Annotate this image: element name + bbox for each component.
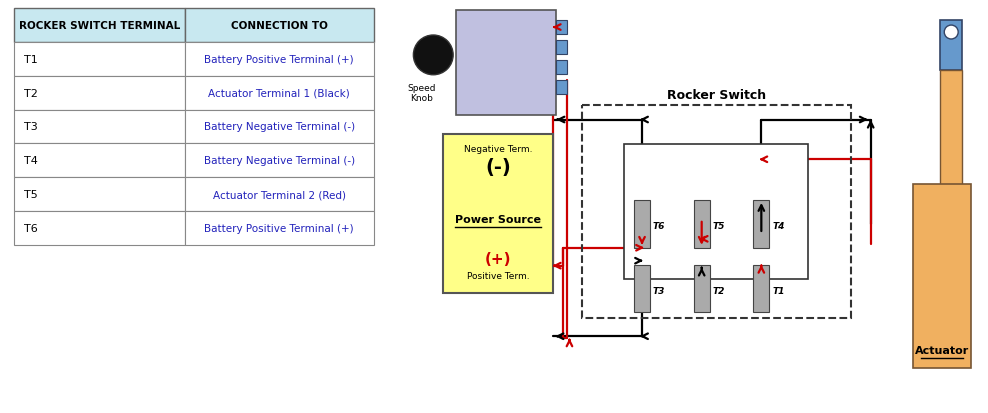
Bar — [941, 71, 962, 219]
Bar — [941, 21, 962, 71]
Bar — [14, 9, 185, 43]
Bar — [555, 41, 567, 55]
Bar — [14, 178, 185, 211]
Text: Actuator Terminal 1 (Black): Actuator Terminal 1 (Black) — [208, 88, 350, 98]
Text: ROCKER SWITCH TERMINAL: ROCKER SWITCH TERMINAL — [19, 21, 180, 31]
Text: T5: T5 — [24, 190, 38, 199]
Text: T2: T2 — [712, 286, 725, 295]
Text: T2: T2 — [24, 88, 38, 98]
Text: Speed
Knob: Speed Knob — [407, 83, 436, 103]
Bar — [14, 76, 185, 110]
Bar — [694, 265, 709, 313]
Bar — [634, 265, 650, 313]
Text: CONNECTION TO: CONNECTION TO — [231, 21, 328, 31]
Bar — [555, 61, 567, 75]
Text: (+): (+) — [485, 252, 511, 266]
Text: Negative Term.: Negative Term. — [463, 145, 533, 154]
Bar — [444, 135, 552, 294]
Bar — [185, 9, 373, 43]
Text: T1: T1 — [773, 286, 784, 295]
Text: Rocker Switch: Rocker Switch — [667, 89, 766, 102]
Text: T3: T3 — [653, 286, 665, 295]
Bar — [14, 43, 185, 76]
Text: T4: T4 — [773, 222, 784, 231]
Text: T4: T4 — [24, 156, 38, 166]
Text: Battery Negative Terminal (-): Battery Negative Terminal (-) — [204, 156, 355, 166]
Text: Positive Term.: Positive Term. — [466, 271, 530, 280]
Text: T5: T5 — [712, 222, 725, 231]
Bar — [185, 178, 373, 211]
Text: Battery Positive Terminal (+): Battery Positive Terminal (+) — [205, 55, 354, 65]
Bar — [185, 76, 373, 110]
Text: Power Source: Power Source — [454, 214, 540, 224]
Bar — [14, 211, 185, 245]
Text: Actuator: Actuator — [915, 345, 969, 355]
Bar — [555, 81, 567, 95]
Bar — [754, 201, 770, 248]
Text: Battery Positive Terminal (+): Battery Positive Terminal (+) — [205, 223, 354, 233]
Circle shape — [945, 26, 958, 40]
Bar — [185, 110, 373, 144]
Bar — [634, 201, 650, 248]
Text: T1: T1 — [24, 55, 38, 65]
Bar — [555, 21, 567, 35]
Text: (-): (-) — [485, 157, 511, 176]
Text: T3: T3 — [24, 122, 38, 132]
Bar — [582, 105, 851, 318]
Bar — [14, 144, 185, 178]
Bar — [624, 145, 808, 279]
Text: T6: T6 — [653, 222, 665, 231]
Bar — [185, 43, 373, 76]
Bar — [185, 211, 373, 245]
Bar — [914, 185, 971, 368]
Text: Battery Negative Terminal (-): Battery Negative Terminal (-) — [204, 122, 355, 132]
Bar — [694, 201, 709, 248]
Text: T6: T6 — [24, 223, 38, 233]
Bar — [185, 144, 373, 178]
Bar — [14, 110, 185, 144]
Bar — [456, 11, 555, 115]
Circle shape — [413, 36, 453, 76]
Bar — [754, 265, 770, 313]
Text: Actuator Terminal 2 (Red): Actuator Terminal 2 (Red) — [212, 190, 346, 199]
